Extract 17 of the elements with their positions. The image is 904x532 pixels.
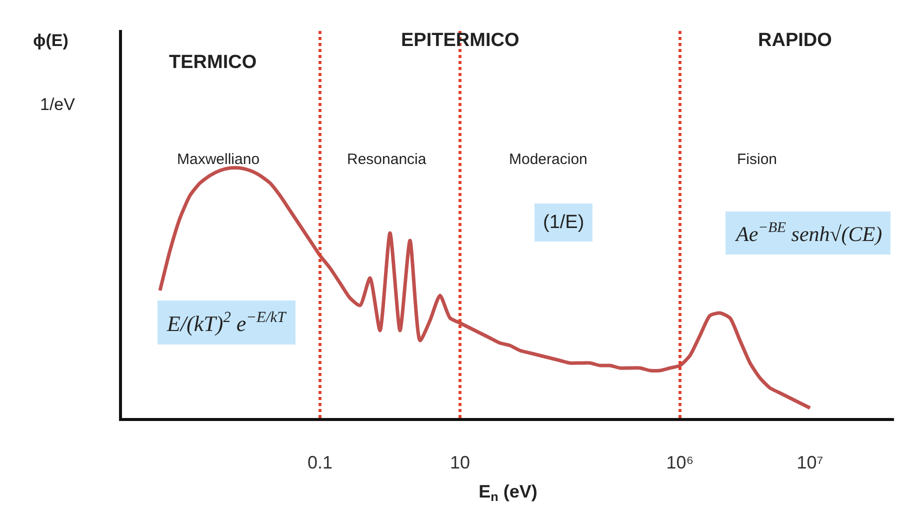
text: EPITERMICO — [401, 30, 520, 51]
annotation: Resonancia — [347, 151, 427, 168]
x-tick-label: 10 — [450, 452, 470, 472]
annotation: Moderacion — [509, 151, 588, 168]
text: RAPIDO — [758, 30, 832, 51]
annotation: Fision — [737, 151, 778, 168]
annotation: (1/E) — [543, 212, 584, 233]
x-tick-label: 0.1 — [307, 452, 333, 472]
annotation: Ae$^{−BE}$ senh√(CE) — [734, 220, 882, 246]
annotation: Maxwelliano — [177, 151, 260, 168]
text: 1/eV — [40, 95, 76, 114]
text: TERMICO — [169, 52, 257, 73]
annotation: E/(kT)$^{2}$ e$^{−E/kT}$ — [166, 309, 288, 336]
x-axis-title: E$_{n}$ (eV) — [478, 481, 538, 504]
x-tick-label: 10⁷ — [796, 452, 824, 472]
x-tick-label: 10⁶ — [666, 452, 694, 472]
text: ϕ(E) — [33, 31, 68, 50]
